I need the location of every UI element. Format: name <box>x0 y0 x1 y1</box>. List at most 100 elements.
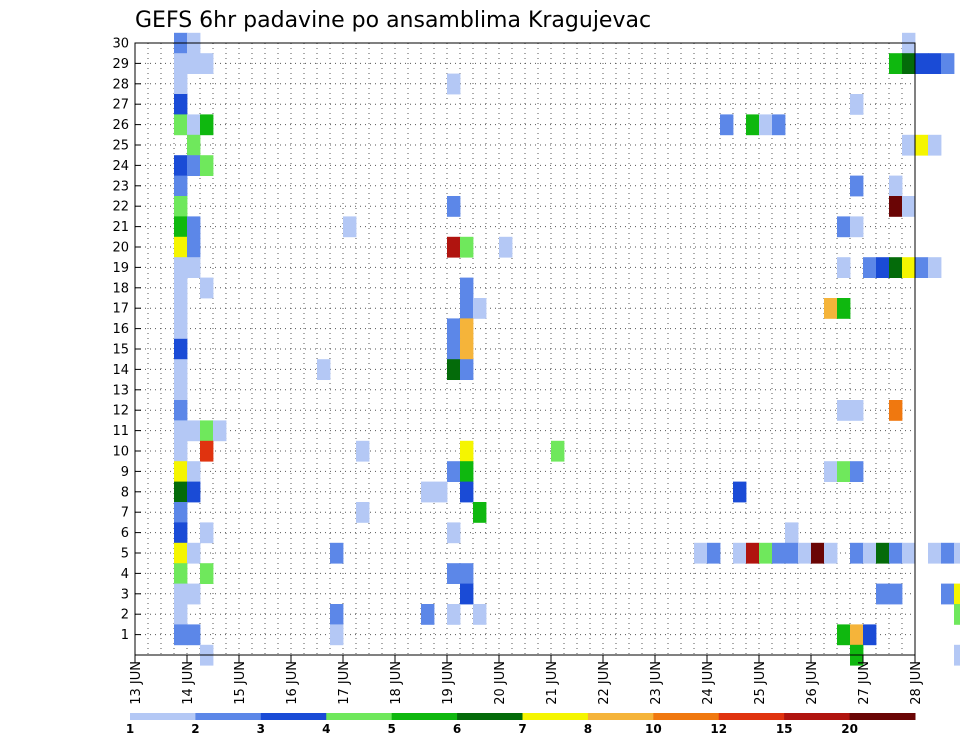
data-cell <box>187 481 201 503</box>
data-cell <box>174 542 188 564</box>
y-tick-label: 10 <box>112 445 129 460</box>
legend-swatch <box>849 713 916 720</box>
data-cell <box>824 461 838 482</box>
data-cell <box>473 604 487 625</box>
data-cell <box>850 461 864 482</box>
data-cell <box>174 440 188 462</box>
data-cell <box>187 420 201 442</box>
y-tick-label: 22 <box>112 200 129 215</box>
legend-swatch <box>326 713 393 720</box>
data-cell <box>187 134 201 156</box>
legend-label: 5 <box>387 722 395 736</box>
data-cell <box>356 502 370 523</box>
data-cell <box>915 257 929 278</box>
data-cell <box>447 359 461 380</box>
color-legend: 1 2 3 4 5 6 7 8 10 12 15 20 <box>126 713 916 736</box>
data-cell <box>174 196 188 217</box>
data-cell <box>200 155 214 176</box>
data-cell <box>174 53 188 74</box>
data-cell <box>954 644 960 666</box>
y-tick-label: 30 <box>112 37 129 52</box>
x-tick-label: 22 JUN <box>597 661 612 705</box>
data-cell <box>187 155 201 176</box>
data-cell <box>889 583 903 605</box>
y-tick-label: 3 <box>121 587 129 602</box>
y-tick-label: 4 <box>121 567 129 582</box>
data-cell <box>447 73 461 95</box>
data-cell <box>889 53 903 74</box>
data-cell <box>174 624 188 646</box>
data-cell <box>174 338 188 360</box>
data-cell <box>187 53 201 74</box>
data-cell <box>187 461 201 482</box>
x-tick-label: 21 JUN <box>545 661 560 705</box>
y-tick-label: 15 <box>112 343 129 358</box>
data-cell <box>174 502 188 523</box>
data-cell <box>447 604 461 625</box>
data-cell <box>928 53 942 74</box>
data-cell <box>187 542 201 564</box>
data-cell <box>902 257 916 278</box>
legend-swatch <box>784 713 851 720</box>
x-tick-label: 20 JUN <box>493 661 508 705</box>
data-cell <box>174 257 188 278</box>
x-tick-label: 14 JUN <box>181 661 196 705</box>
legend-label: 15 <box>776 722 793 736</box>
data-cell <box>330 542 344 564</box>
data-cell <box>200 522 214 544</box>
y-tick-label: 29 <box>112 57 129 72</box>
data-cell <box>941 583 955 605</box>
y-tick-label: 17 <box>112 302 129 317</box>
legend-swatch <box>522 713 589 720</box>
y-tick-label: 25 <box>112 139 129 154</box>
legend-label: 12 <box>710 722 727 736</box>
data-cell <box>174 114 188 136</box>
data-cell <box>499 236 513 258</box>
x-tick-label: 16 JUN <box>285 661 300 705</box>
y-tick-label: 21 <box>112 220 129 235</box>
data-cell <box>941 53 955 74</box>
data-cells <box>174 32 960 666</box>
data-cell <box>174 359 188 380</box>
data-cell <box>460 563 474 584</box>
chart-title: GEFS 6hr padavine po ansamblima Kragujev… <box>135 8 651 33</box>
data-cell <box>772 542 786 564</box>
data-cell <box>460 298 474 319</box>
legend-label: 1 <box>126 722 134 736</box>
data-cell <box>746 542 760 564</box>
legend-label: 20 <box>841 722 858 736</box>
data-cell <box>889 542 903 564</box>
data-cell <box>902 196 916 217</box>
legend-label: 7 <box>518 722 526 736</box>
data-cell <box>187 236 201 258</box>
data-cell <box>850 624 864 646</box>
data-cell <box>174 379 188 401</box>
legend-swatch <box>391 713 458 720</box>
data-cell <box>837 400 851 421</box>
data-cell <box>850 94 864 115</box>
data-cell <box>174 461 188 482</box>
y-tick-label: 13 <box>112 383 129 398</box>
data-cell <box>174 277 188 299</box>
data-cell <box>837 257 851 278</box>
data-cell <box>447 461 461 482</box>
data-cell <box>460 583 474 605</box>
data-cell <box>460 359 474 380</box>
data-cell <box>187 114 201 136</box>
x-tick-label: 26 JUN <box>805 661 820 705</box>
legend-label: 10 <box>645 722 662 736</box>
y-tick-label: 7 <box>121 506 129 521</box>
y-tick-label: 18 <box>112 281 129 296</box>
legend-label: 2 <box>191 722 199 736</box>
data-cell <box>174 400 188 421</box>
data-cell <box>759 114 773 136</box>
data-cell <box>187 583 201 605</box>
data-cell <box>889 196 903 217</box>
data-cell <box>460 318 474 340</box>
data-cell <box>421 604 435 625</box>
data-cell <box>785 522 799 544</box>
data-cell <box>954 604 960 625</box>
data-cell <box>473 502 487 523</box>
y-tick-label: 23 <box>112 179 129 194</box>
